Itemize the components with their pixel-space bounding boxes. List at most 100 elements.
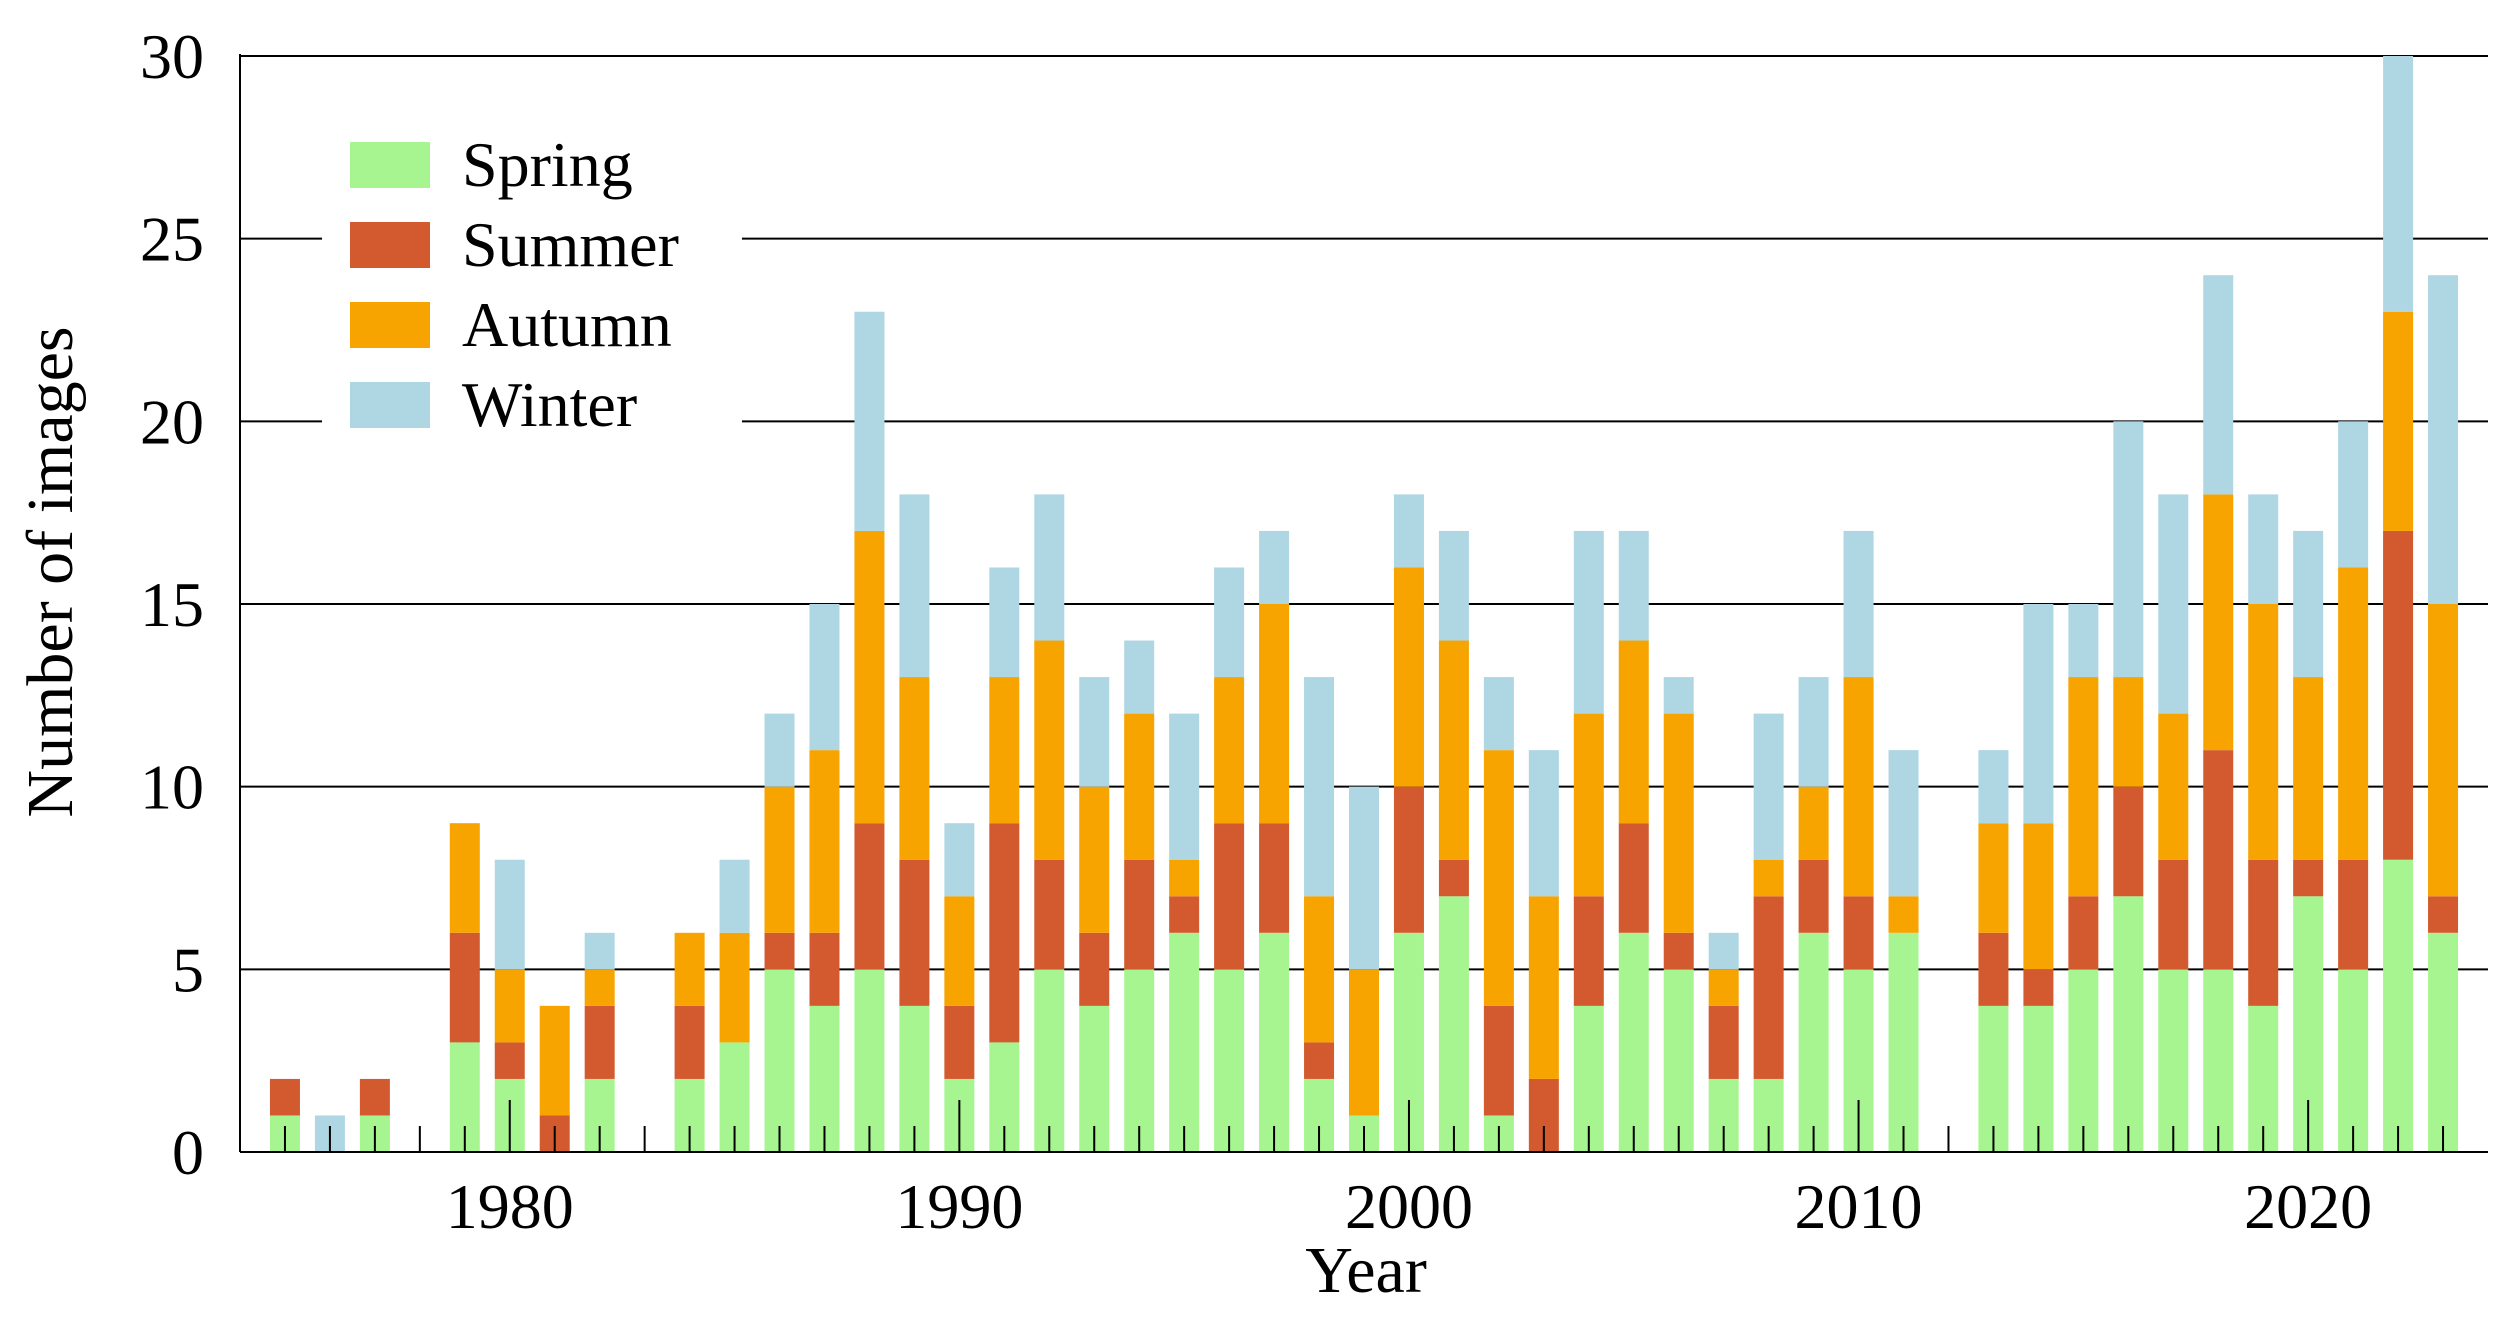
bar-segment-autumn-1994 [1124,713,1155,860]
bar-segment-summer-1996 [1214,823,1245,970]
bar-segment-summer-2016 [2113,786,2144,897]
x-tick-label: 2020 [2244,1171,2372,1242]
legend-swatch-spring [350,142,430,188]
bar-segment-summer-1997 [1259,823,1290,933]
bar-segment-summer-1979 [449,932,480,1043]
bar-segment-autumn-1999 [1349,969,1379,1116]
bar-segment-summer-2018 [2203,750,2234,970]
bar-segment-summer-1975 [269,1078,300,1116]
bar-segment-winter-2005 [1618,530,1649,641]
bar-segment-autumn-2007 [1708,969,1739,1006]
bar-segment-summer-2020 [2293,859,2324,897]
bar-segment-summer-2015 [2068,896,2099,970]
bar-segment-spring-2006 [1663,969,1694,1152]
bar-segment-winter-1999 [1349,786,1379,970]
bar-segment-spring-2021 [2338,969,2369,1152]
bar-segment-summer-2006 [1663,932,1694,970]
bar-segment-summer-1993 [1079,932,1110,1006]
bar-segment-winter-2006 [1663,677,1694,714]
bar-segment-winter-2019 [2248,494,2279,604]
bar-segment-autumn-2013 [1978,823,2009,933]
x-tick-label: 1980 [446,1171,574,1242]
bar-segment-summer-1980 [494,1042,525,1079]
bar-segment-summer-2010 [1843,896,1874,970]
bar-segment-spring-1988 [854,969,885,1152]
legend-swatch-winter [350,382,430,428]
bar-segment-winter-2017 [2158,494,2189,714]
bar-segment-autumn-1990 [944,896,975,1006]
bar-segment-autumn-1979 [449,823,480,933]
y-tick-label: 0 [172,1117,204,1188]
y-axis-label: Number of images [14,326,87,817]
bar-segment-autumn-1997 [1259,604,1290,824]
bar-segment-autumn-2019 [2248,604,2279,860]
bar-segment-summer-1982 [584,1005,615,1079]
bar-segment-winter-2003 [1528,750,1559,897]
bar-segment-autumn-2020 [2293,677,2324,860]
bar-segment-winter-2013 [1978,750,2009,824]
bar-segment-autumn-2018 [2203,494,2234,751]
bar-segment-summer-2019 [2248,859,2279,1006]
bar-segment-autumn-2022 [2383,311,2414,531]
bar-segment-spring-2018 [2203,969,2234,1152]
x-axis-label: Year [1305,1234,1427,1307]
bar-segment-summer-2009 [1798,859,1829,933]
bar-segment-winter-1989 [899,494,930,678]
bar-segment-summer-2022 [2383,530,2414,860]
bar-segment-winter-1992 [1034,494,1065,641]
bar-segment-autumn-2014 [2023,823,2054,970]
bar-segment-winter-1987 [809,604,840,751]
bar-segment-spring-2017 [2158,969,2189,1152]
bar-segment-autumn-1982 [584,969,615,1006]
bar-segment-spring-2011 [1888,932,1919,1152]
bar-segment-autumn-1980 [494,969,525,1043]
legend-label-summer: Summer [462,209,679,280]
bar-segment-spring-2016 [2113,896,2144,1152]
bar-segment-winter-2004 [1573,530,1604,714]
bar-segment-spring-1986 [764,969,795,1152]
bar-segment-autumn-2008 [1753,859,1784,897]
y-tick-label: 30 [140,21,204,92]
bar-segment-winter-2011 [1888,750,1919,897]
bar-segment-autumn-1995 [1169,859,1200,897]
bar-segment-autumn-1993 [1079,786,1110,933]
bar-segment-spring-1995 [1169,932,1200,1152]
bar-segment-autumn-2010 [1843,677,1874,897]
bar-segment-autumn-2003 [1528,896,1559,1079]
bar-segment-winter-2014 [2023,604,2054,824]
bar-segment-autumn-2004 [1573,713,1604,897]
bar-segment-winter-2020 [2293,530,2324,678]
bar-segment-summer-2021 [2338,859,2369,970]
bar-segment-spring-1992 [1034,969,1065,1152]
bar-segment-autumn-1991 [989,677,1020,824]
bar-segment-winter-2018 [2203,275,2234,495]
bar-segment-winter-1982 [584,932,615,970]
bar-segment-summer-1998 [1304,1042,1335,1079]
bar-segment-winter-2000 [1393,494,1424,568]
bar-segment-winter-1988 [854,311,885,531]
axes [239,54,2488,1153]
x-tick-label: 2010 [1795,1171,1923,1242]
bar-segment-autumn-1998 [1304,896,1335,1043]
bar-segment-winter-1996 [1214,567,1245,678]
legend-swatch-autumn [350,302,430,348]
bar-segment-autumn-2005 [1618,640,1649,824]
bar-segment-autumn-2011 [1888,896,1919,933]
legend-label-winter: Winter [462,369,637,440]
bar-segment-summer-2001 [1438,859,1469,897]
bar-segment-autumn-1981 [539,1005,570,1116]
bar-segment-summer-2000 [1393,786,1424,933]
bar-segment-autumn-1996 [1214,677,1245,824]
x-tick-label: 2000 [1345,1171,1473,1242]
bar-segment-summer-2013 [1978,932,2009,1006]
bar-segment-winter-1986 [764,713,795,787]
bar-segment-spring-2015 [2068,969,2099,1152]
y-tick-labels: 0 5 10 15 20 25 30 [140,21,204,1188]
bar-segment-autumn-2017 [2158,713,2189,860]
bar-segment-winter-2023 [2428,275,2459,604]
bar-segment-autumn-2000 [1393,567,1424,787]
bar-segment-summer-2014 [2023,969,2054,1006]
x-tick-labels: 1980 1990 2000 2010 2020 [446,1171,2372,1242]
bar-segment-winter-2008 [1753,713,1784,860]
